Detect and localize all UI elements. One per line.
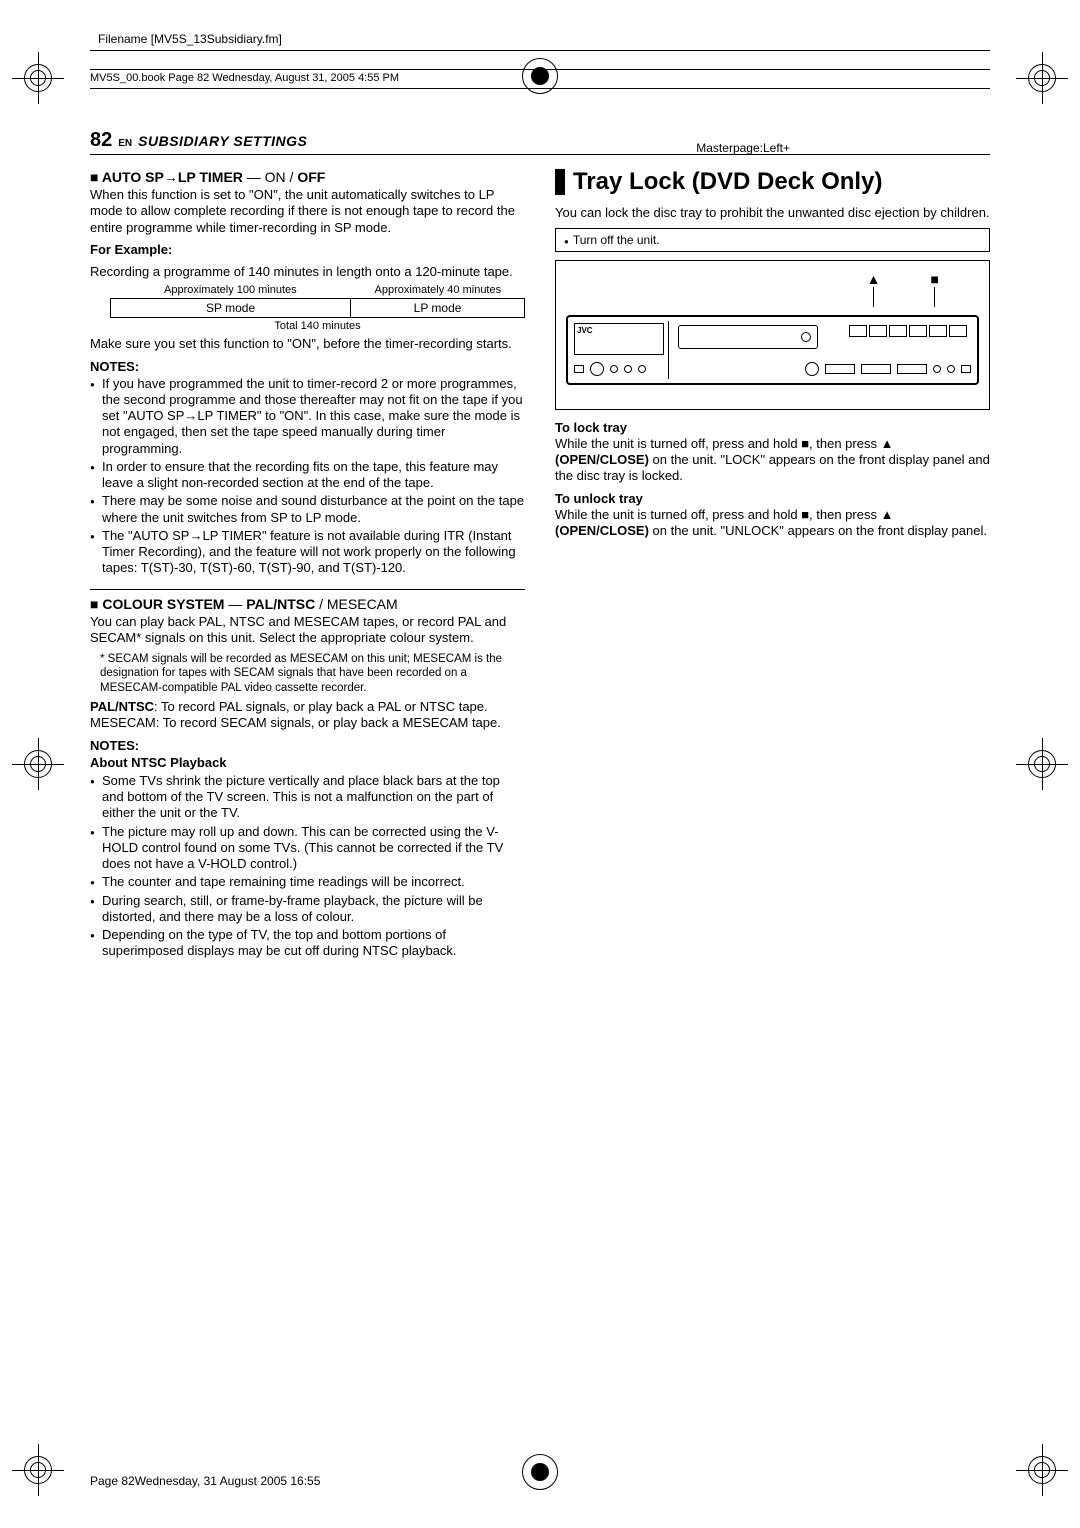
masterpage-label: Masterpage:Left+ bbox=[696, 141, 790, 155]
reg-mark-mid-left bbox=[18, 744, 58, 784]
tray-lock-title: Tray Lock (DVD Deck Only) bbox=[555, 169, 990, 195]
colour-notes: Some TVs shrink the picture vertically a… bbox=[90, 773, 525, 960]
reg-mark-mid-right bbox=[1022, 744, 1062, 784]
notes-label-2: NOTES: bbox=[90, 738, 525, 753]
table-cell-lp: LP mode bbox=[351, 299, 525, 318]
device-button-row bbox=[849, 325, 967, 337]
reg-mark-bot-center bbox=[522, 1454, 558, 1490]
top-divider bbox=[90, 50, 990, 51]
auto-sp-title-suffix: LP TIMER bbox=[178, 169, 243, 185]
auto-sp-on: ON bbox=[265, 169, 286, 185]
device-figure: ▲ ■ JVC bbox=[555, 260, 990, 410]
colour-mesecam: MESECAM bbox=[327, 596, 398, 612]
bullet-icon: ● bbox=[564, 237, 569, 246]
auto-sp-heading: ■ AUTO SP→LP TIMER — ON / OFF bbox=[90, 169, 525, 185]
example-label: For Example: bbox=[90, 242, 525, 258]
note-item: Depending on the type of TV, the top and… bbox=[102, 927, 525, 960]
unlock-text: While the unit is turned off, press and … bbox=[555, 507, 990, 540]
mesecam-text: : To record SECAM signals, or play back … bbox=[156, 715, 501, 730]
divider bbox=[90, 589, 525, 590]
mesecam-line: MESECAM: To record SECAM signals, or pla… bbox=[90, 715, 525, 731]
page-container: Filename [MV5S_13Subsidiary.fm] MV5S_00.… bbox=[0, 0, 1080, 1002]
auto-sp-notes: If you have programmed the unit to timer… bbox=[90, 376, 525, 577]
step-box: ● Turn off the unit. bbox=[555, 228, 990, 252]
device-body: JVC bbox=[566, 315, 979, 385]
reg-mark-top-left bbox=[18, 58, 58, 98]
section-title: SUBSIDIARY SETTINGS bbox=[138, 133, 307, 149]
lock-label: To lock tray bbox=[555, 420, 990, 436]
lock-text: While the unit is turned off, press and … bbox=[555, 436, 990, 485]
note-item: During search, still, or frame-by-frame … bbox=[102, 893, 525, 926]
dash: — bbox=[224, 596, 246, 612]
pal-text: : To record PAL signals, or play back a … bbox=[154, 699, 488, 714]
colour-bold: PAL/NTSC bbox=[246, 596, 315, 612]
unlock-label: To unlock tray bbox=[555, 491, 990, 507]
page-number: 82 bbox=[90, 129, 112, 152]
table-cap-left: Approximately 100 minutes bbox=[110, 284, 351, 296]
notes-label-1: NOTES: bbox=[90, 359, 525, 374]
page-header: 82 EN SUBSIDIARY SETTINGS bbox=[90, 129, 990, 155]
book-info: MV5S_00.book Page 82 Wednesday, August 3… bbox=[90, 72, 990, 84]
step-text: Turn off the unit. bbox=[573, 233, 660, 247]
dash: — bbox=[243, 169, 265, 185]
auto-sp-off: OFF bbox=[297, 169, 325, 185]
example-text: Recording a programme of 140 minutes in … bbox=[90, 264, 525, 280]
auto-sp-body: When this function is set to "ON", the u… bbox=[90, 187, 525, 236]
note-item: Some TVs shrink the picture vertically a… bbox=[102, 773, 525, 822]
table-cap-right: Approximately 40 minutes bbox=[351, 284, 525, 296]
eject-icon: ▲ bbox=[881, 436, 894, 451]
pal-line: PAL/NTSC: To record PAL signals, or play… bbox=[90, 699, 525, 715]
colour-footnote: * SECAM signals will be recorded as MESE… bbox=[90, 652, 525, 695]
note-item: There may be some noise and sound distur… bbox=[102, 493, 525, 526]
device-display bbox=[678, 325, 818, 349]
table-total: Total 140 minutes bbox=[110, 320, 525, 332]
colour-title: ■ COLOUR SYSTEM bbox=[90, 596, 224, 612]
page-lang: EN bbox=[118, 138, 132, 149]
mode-table: Approximately 100 minutes Approximately … bbox=[110, 284, 525, 332]
device-brand: JVC bbox=[574, 323, 664, 355]
stop-icon: ■ bbox=[931, 271, 939, 287]
note-item: In order to ensure that the recording fi… bbox=[102, 459, 525, 492]
eject-icon: ▲ bbox=[867, 271, 881, 287]
right-column: Tray Lock (DVD Deck Only) You can lock t… bbox=[555, 169, 990, 962]
eject-icon: ▲ bbox=[881, 507, 894, 522]
tray-lock-intro: You can lock the disc tray to prohibit t… bbox=[555, 205, 990, 221]
filename-label: Filename [MV5S_13Subsidiary.fm] bbox=[90, 32, 990, 46]
pal-label: PAL/NTSC bbox=[90, 699, 154, 714]
reg-mark-bot-right bbox=[1022, 1450, 1062, 1490]
note-item: The "AUTO SP→LP TIMER" feature is not av… bbox=[102, 528, 525, 577]
note-item: The counter and tape remaining time read… bbox=[102, 874, 525, 890]
slash: / bbox=[286, 169, 298, 185]
reg-mark-top-right bbox=[1022, 58, 1062, 98]
arrow-icon: → bbox=[164, 169, 178, 185]
table-cell-sp: SP mode bbox=[111, 299, 351, 318]
about-ntsc-label: About NTSC Playback bbox=[90, 755, 525, 771]
left-column: ■ AUTO SP→LP TIMER — ON / OFF When this … bbox=[90, 169, 525, 962]
footer-text: Page 82Wednesday, 31 August 2005 16:55 bbox=[90, 1474, 320, 1488]
note-item: The picture may roll up and down. This c… bbox=[102, 824, 525, 873]
colour-body: You can play back PAL, NTSC and MESECAM … bbox=[90, 614, 525, 647]
mesecam-label: MESECAM bbox=[90, 715, 156, 730]
reg-mark-bot-left bbox=[18, 1450, 58, 1490]
stop-icon: ■ bbox=[801, 507, 809, 522]
after-table-text: Make sure you set this function to "ON",… bbox=[90, 336, 525, 352]
note-item: If you have programmed the unit to timer… bbox=[102, 376, 525, 457]
colour-heading: ■ COLOUR SYSTEM — PAL/NTSC / MESECAM bbox=[90, 596, 525, 612]
auto-sp-title-prefix: ■ AUTO SP bbox=[90, 169, 164, 185]
stop-indicator: ■ bbox=[931, 271, 939, 307]
eject-indicator: ▲ bbox=[867, 271, 881, 307]
stop-icon: ■ bbox=[801, 436, 809, 451]
slash: / bbox=[315, 596, 327, 612]
content-columns: ■ AUTO SP→LP TIMER — ON / OFF When this … bbox=[90, 169, 990, 962]
